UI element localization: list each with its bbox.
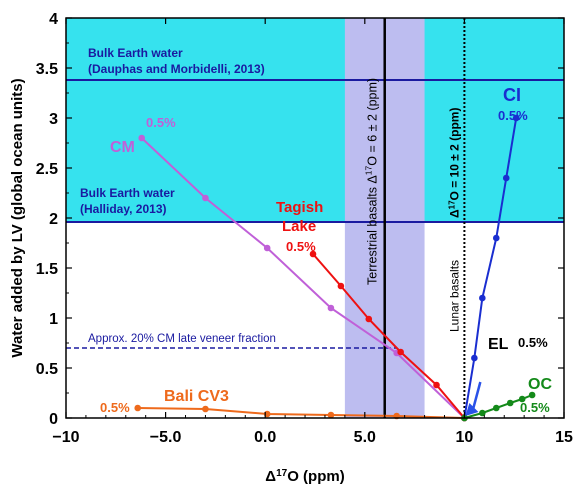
el-pct-label: 0.5%: [518, 335, 548, 350]
x-tick-label-4: 10: [456, 429, 474, 446]
bulk-earth-water-region: [66, 18, 564, 223]
y-tick-label-3: 1.5: [36, 261, 58, 278]
terrestrial-label: Terrestrial basalts Δ17O = 6 ± 2 (ppm): [364, 78, 380, 285]
y-tick-label-1: 0.5: [36, 361, 58, 378]
bulk-halliday-label-line2: (Halliday, 2013): [80, 202, 166, 216]
x-tick-label-5: 15: [555, 429, 573, 446]
bali-series-line: [137, 407, 465, 419]
lunar-bottom-label: Lunar basalts: [447, 260, 461, 332]
x-axis-title-sup: 17: [276, 468, 288, 479]
oc-pct-label: 0.5%: [520, 400, 550, 415]
el-arrow-head: [465, 403, 479, 416]
bali-point-3: [327, 411, 335, 419]
cm-point-3: [327, 304, 335, 312]
ci-series-line: [463, 117, 518, 419]
x-axis-title-part1: Δ: [265, 468, 276, 485]
plot-reference-lines: [66, 18, 564, 418]
cm-series-line: [141, 137, 466, 419]
bali-pct-label: 0.5%: [100, 400, 130, 415]
cm-point-1: [202, 194, 209, 202]
tagish-point-3: [397, 348, 404, 356]
x-tick-label-1: −5.0: [150, 429, 182, 446]
y-tick-label-4: 2: [49, 211, 58, 228]
veneer-label: Approx. 20% CM late veneer fraction: [88, 333, 276, 345]
x-tick-label-2: 0.0: [254, 429, 276, 446]
ci-point-2: [479, 294, 486, 302]
lunar-top-label-part2: O = 10 ± 2 (ppm): [447, 108, 461, 201]
ci-point-4: [502, 174, 510, 182]
x-axis-title: Δ17O (ppm): [265, 468, 344, 486]
x-tick-label-0: −10: [52, 429, 79, 446]
terrestrial-label-part2: O = 6 ± 2 (ppm): [366, 78, 380, 166]
el-name-label: EL: [488, 336, 509, 353]
ci-name-label: CI: [503, 85, 521, 105]
x-tick-label-3: 5.0: [354, 429, 376, 446]
cm-pct-label: 0.5%: [146, 115, 176, 130]
ci-point-3: [492, 234, 500, 242]
oc-point-3: [506, 399, 514, 407]
tagish-point-4: [433, 381, 440, 389]
y-tick-label-2: 1: [49, 311, 58, 328]
ci-point-5: [512, 114, 520, 122]
oc-name-label: OC: [528, 376, 552, 393]
lunar-top-label: Δ17O = 10 ± 2 (ppm): [447, 108, 462, 218]
lunar-top-label-sup: 17: [447, 200, 456, 209]
ci-point-1: [471, 354, 478, 362]
y-tick-label-5: 2.5: [36, 161, 58, 178]
tagish-pct-label: 0.5%: [286, 239, 316, 254]
bali-point-1: [202, 405, 209, 413]
bali-point-0: [134, 404, 142, 412]
tagish-name-line1: Tagish: [276, 199, 323, 216]
tagish-point-0: [309, 250, 317, 258]
lunar-top-label-part1: Δ: [447, 209, 461, 218]
oc-point-5: [528, 391, 536, 399]
cm-point-0: [138, 134, 145, 142]
tagish-point-2: [365, 315, 373, 323]
ci-pct-label: 0.5%: [498, 108, 528, 123]
oc-point-1: [479, 409, 486, 417]
terrestrial-label-sup: 17: [364, 165, 374, 175]
oc-point-4: [518, 395, 526, 403]
y-tick-label-6: 3: [49, 111, 58, 128]
plot-annotations: Bulk Earth water (Dauphas and Morbidelli,…: [80, 46, 552, 415]
cm-point-2: [263, 244, 271, 252]
bulk-halliday-label-line1: Bulk Earth water: [80, 186, 175, 200]
el-arrow-shaft: [472, 381, 482, 409]
y-tick-label-0: 0: [49, 411, 58, 428]
cm-name-label: CM: [110, 139, 135, 156]
tagish-series-line: [312, 253, 466, 419]
bulk-dauphas-label-line2: (Dauphas and Morbidelli, 2013): [88, 62, 265, 76]
y-tick-label-8: 4: [49, 11, 58, 28]
plot-series: [134, 114, 536, 422]
bali-name-label: Bali CV3: [164, 388, 229, 405]
oc-point-2: [492, 404, 500, 412]
bulk-dauphas-label-line1: Bulk Earth water: [88, 46, 183, 60]
x-axis-title-part2: O (ppm): [287, 468, 345, 485]
y-axis-title: Water added by LV (global ocean units): [9, 78, 26, 357]
tagish-name-line2: Lake: [282, 218, 316, 235]
y-tick-label-7: 3.5: [36, 61, 58, 78]
tagish-point-1: [337, 282, 345, 290]
terrestrial-label-part1: Terrestrial basalts Δ: [366, 175, 380, 285]
